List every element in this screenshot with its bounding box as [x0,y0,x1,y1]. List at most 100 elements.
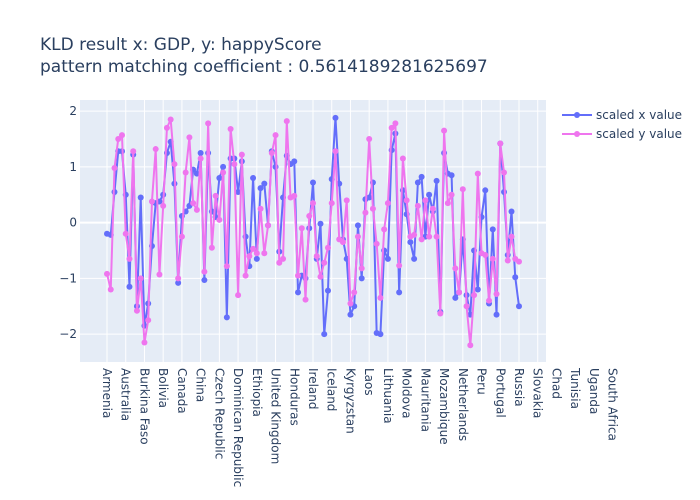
data-point[interactable] [104,270,110,277]
data-point[interactable] [369,205,376,212]
data-point[interactable] [444,200,451,207]
data-point[interactable] [246,253,253,260]
data-point[interactable] [137,275,144,282]
data-point[interactable] [437,310,444,317]
data-point[interactable] [295,272,302,279]
data-point[interactable] [130,148,137,155]
data-point[interactable] [235,292,242,299]
data-point[interactable] [261,180,268,187]
data-point[interactable] [384,255,391,262]
legend[interactable]: scaled x value scaled y value [562,108,682,141]
data-point[interactable] [411,255,418,262]
data-point[interactable] [193,206,200,213]
data-point[interactable] [283,118,290,125]
data-point[interactable] [459,186,466,193]
data-point[interactable] [452,294,459,301]
data-point[interactable] [118,132,125,139]
data-point[interactable] [257,185,264,192]
data-point[interactable] [347,300,354,307]
data-point[interactable] [508,208,515,215]
data-point[interactable] [242,272,249,279]
data-point[interactable] [497,140,504,147]
data-point[interactable] [516,258,522,265]
data-point[interactable] [115,136,122,143]
data-point[interactable] [377,294,384,301]
data-point[interactable] [433,177,440,184]
data-point[interactable] [489,255,496,262]
data-point[interactable] [354,222,361,229]
data-point[interactable] [291,158,298,165]
data-point[interactable] [205,120,212,127]
legend-item-y[interactable]: scaled y value [562,127,682,141]
data-point[interactable] [208,244,215,251]
data-point[interactable] [392,120,399,127]
data-point[interactable] [253,255,260,262]
data-point[interactable] [489,226,496,233]
data-point[interactable] [317,273,324,280]
data-point[interactable] [291,192,298,199]
data-point[interactable] [216,175,223,182]
data-point[interactable] [504,257,511,264]
data-point[interactable] [407,239,414,246]
data-point[interactable] [501,169,508,176]
data-point[interactable] [366,194,373,201]
data-point[interactable] [362,209,369,216]
data-point[interactable] [302,296,309,303]
data-point[interactable] [216,216,223,223]
data-point[interactable] [238,151,245,158]
data-point[interactable] [201,268,208,275]
data-point[interactable] [324,287,331,294]
data-point[interactable] [250,175,257,182]
data-point[interactable] [324,244,331,251]
data-point[interactable] [516,303,522,310]
data-point[interactable] [343,197,350,204]
data-point[interactable] [197,149,204,156]
data-point[interactable] [141,339,148,346]
data-point[interactable] [429,205,436,212]
data-point[interactable] [145,317,152,324]
data-point[interactable] [448,191,455,198]
data-point[interactable] [396,289,403,296]
data-point[interactable] [452,265,459,272]
data-point[interactable] [426,233,433,240]
data-point[interactable] [137,194,144,201]
data-point[interactable] [257,205,264,212]
data-point[interactable] [223,263,230,270]
data-point[interactable] [366,136,373,143]
data-point[interactable] [471,292,478,299]
data-point[interactable] [261,250,268,257]
data-point[interactable] [175,279,182,286]
data-point[interactable] [280,255,287,262]
data-point[interactable] [482,187,489,194]
data-point[interactable] [358,265,365,272]
data-point[interactable] [399,155,406,162]
legend-item-x[interactable]: scaled x value [562,108,682,122]
data-point[interactable] [310,179,316,186]
data-point[interactable] [418,236,425,243]
data-point[interactable] [403,197,410,204]
data-point[interactable] [358,275,365,282]
data-point[interactable] [332,148,339,155]
data-point[interactable] [220,169,227,176]
data-point[interactable] [190,200,197,207]
data-point[interactable] [388,124,395,131]
data-point[interactable] [493,311,500,318]
data-point[interactable] [328,200,335,207]
data-point[interactable] [175,275,182,282]
data-point[interactable] [227,125,234,132]
data-point[interactable] [396,262,403,269]
data-point[interactable] [486,297,493,304]
data-point[interactable] [253,250,260,257]
data-point[interactable] [133,307,140,314]
data-point[interactable] [163,124,170,131]
data-point[interactable] [250,245,257,252]
data-point[interactable] [201,277,208,284]
data-point[interactable] [272,132,279,139]
data-point[interactable] [332,114,339,121]
data-point[interactable] [493,290,500,297]
data-point[interactable] [126,255,133,262]
data-point[interactable] [306,212,313,219]
data-point[interactable] [339,239,346,246]
data-point[interactable] [347,311,354,318]
data-point[interactable] [463,303,470,310]
